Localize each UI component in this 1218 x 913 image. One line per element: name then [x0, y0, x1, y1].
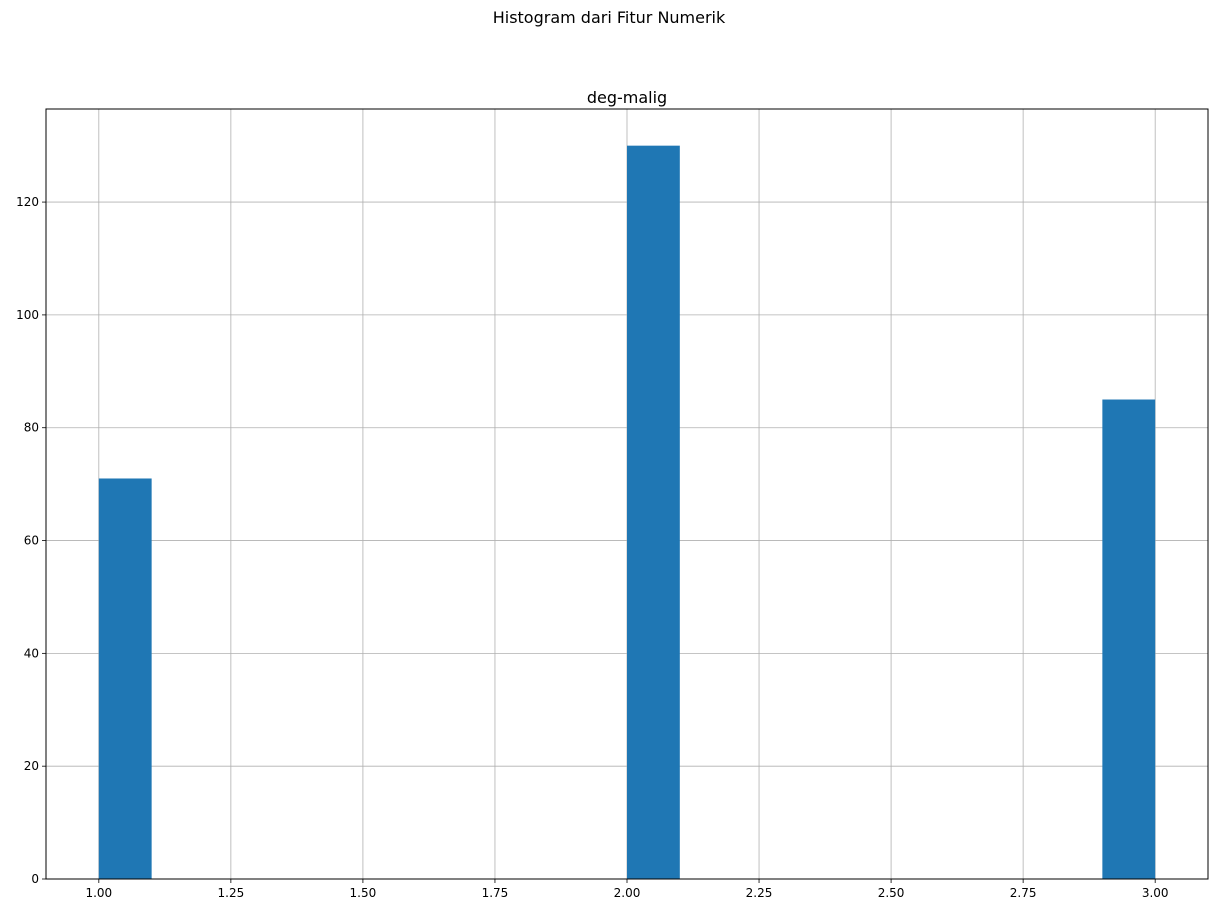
x-tick-label: 1.50 [350, 886, 377, 900]
x-tick-label: 3.00 [1142, 886, 1169, 900]
x-tick-label: 1.00 [85, 886, 112, 900]
x-tick-label: 2.25 [746, 886, 773, 900]
x-tick-label: 2.50 [878, 886, 905, 900]
axes-title: deg-malig [587, 88, 667, 107]
histogram-bar [627, 145, 680, 879]
y-tick-label: 20 [24, 759, 39, 773]
y-axis-ticks: 0 20 40 60 80 100 120 [16, 195, 46, 886]
y-tick-label: 100 [16, 308, 39, 322]
histogram-bar [98, 478, 152, 879]
x-tick-label: 2.75 [1010, 886, 1037, 900]
y-tick-label: 0 [31, 872, 39, 886]
y-tick-label: 80 [24, 421, 39, 435]
y-tick-label: 60 [24, 534, 39, 548]
y-tick-label: 120 [16, 195, 39, 209]
x-axis-ticks: 1.00 1.25 1.50 1.75 2.00 2.25 2.50 2.75 3.00 [85, 879, 1169, 900]
x-tick-label: 1.25 [218, 886, 245, 900]
x-tick-label: 1.75 [482, 886, 509, 900]
figure-suptitle: Histogram dari Fitur Numerik [493, 8, 726, 27]
histogram-bar [1102, 399, 1156, 879]
histogram-bars [98, 145, 1156, 879]
y-tick-label: 40 [24, 646, 39, 660]
x-tick-label: 2.00 [614, 886, 641, 900]
